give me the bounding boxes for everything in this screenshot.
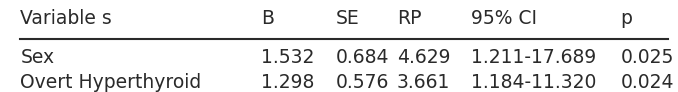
Text: Variable s: Variable s <box>20 9 112 28</box>
Text: 4.629: 4.629 <box>397 48 450 67</box>
Text: B: B <box>261 9 274 28</box>
Text: RP: RP <box>397 9 421 28</box>
Text: 1.211-17.689: 1.211-17.689 <box>471 48 597 67</box>
Text: 0.684: 0.684 <box>336 48 389 67</box>
Text: Overt Hyperthyroid: Overt Hyperthyroid <box>20 73 201 92</box>
Text: 1.532: 1.532 <box>261 48 315 67</box>
Text: 0.025: 0.025 <box>620 48 674 67</box>
Text: 95% CI: 95% CI <box>471 9 537 28</box>
Text: 1.298: 1.298 <box>261 73 315 92</box>
Text: 0.576: 0.576 <box>336 73 389 92</box>
Text: p: p <box>620 9 633 28</box>
Text: Sex: Sex <box>20 48 54 67</box>
Text: 3.661: 3.661 <box>397 73 450 92</box>
Text: 0.024: 0.024 <box>620 73 674 92</box>
Text: SE: SE <box>336 9 359 28</box>
Text: 1.184-11.320: 1.184-11.320 <box>471 73 597 92</box>
